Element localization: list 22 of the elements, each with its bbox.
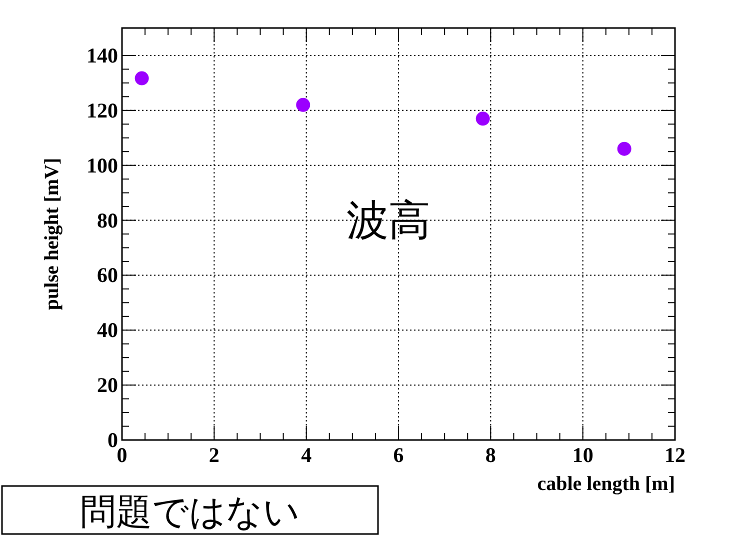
point — [296, 98, 310, 112]
point — [134, 71, 149, 86]
x-tick-label: 8 — [485, 443, 496, 467]
y-tick-label: 120 — [86, 98, 118, 122]
y-tick-label: 60 — [97, 263, 118, 288]
point — [476, 112, 490, 126]
x-tick-label: 6 — [393, 443, 404, 467]
x-tick-label: 2 — [208, 443, 220, 467]
annotation: 波高 — [346, 198, 430, 244]
y-tick-label: 20 — [97, 373, 118, 398]
x-axis-title: cable length [m] — [537, 473, 675, 495]
y-tick-label: 0 — [108, 428, 118, 452]
x-tick-label: 4 — [301, 443, 312, 467]
y-tick-label: 140 — [86, 43, 118, 68]
y-tick-label: 40 — [97, 318, 118, 342]
point — [617, 142, 632, 156]
x-tick-label: 10 — [572, 443, 594, 467]
y-axis-title: pulse height [mV] — [41, 158, 63, 310]
text: 問題ではない — [80, 492, 300, 532]
x-tick-label: 12 — [664, 443, 686, 467]
y-tick-label: 80 — [97, 208, 118, 232]
y-tick-label: 100 — [86, 153, 118, 178]
